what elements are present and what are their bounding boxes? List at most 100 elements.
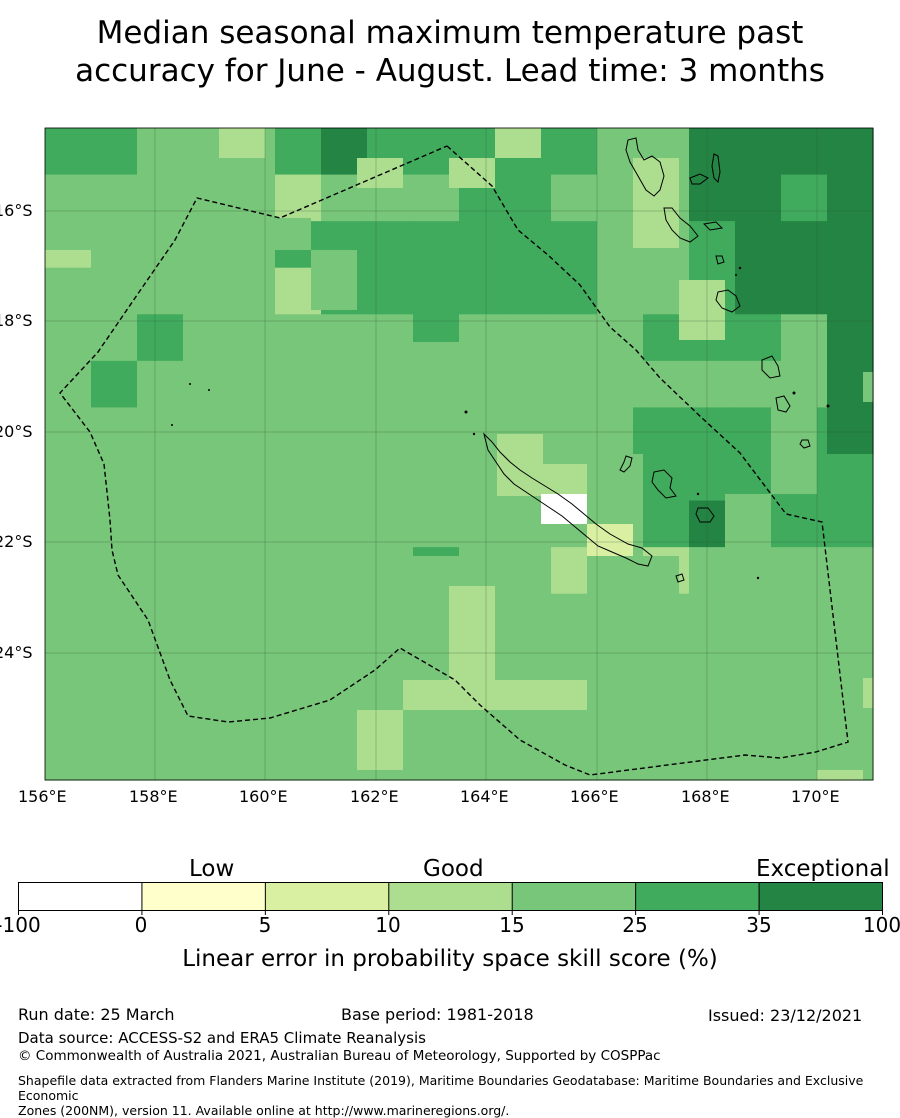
skill-cell: [551, 314, 598, 362]
skill-cell: [45, 128, 92, 176]
colorbar-tick-25: 25: [622, 913, 648, 937]
skill-cell: [229, 500, 276, 548]
islet: [826, 404, 830, 408]
title-line-2: accuracy for June - August. Lead time: 3…: [75, 53, 825, 89]
lon-tick-156e: 156°E: [18, 787, 67, 806]
lon-tick-166e: 166°E: [570, 787, 619, 806]
skill-cell: [781, 221, 828, 269]
skill-cell: [643, 407, 690, 455]
skill-cell: [45, 188, 127, 250]
title-line-1: Median seasonal maximum temperature past: [96, 15, 804, 51]
skill-cell: [781, 267, 828, 315]
skill-cell: [137, 128, 184, 176]
skill-cell: [505, 221, 552, 269]
skill-cell: [735, 128, 782, 176]
skill-cell: [633, 648, 725, 708]
skill-cell: [183, 454, 230, 502]
skill-cell: [413, 221, 460, 269]
skill-cell: [311, 250, 357, 310]
colorbar-segment: [759, 882, 883, 911]
lon-tick-170e: 170°E: [791, 787, 840, 806]
skill-cell: [357, 710, 403, 770]
skill-cell: [771, 402, 817, 494]
skill-cell: [735, 221, 782, 269]
run-date: Run date: 25 March: [18, 1005, 175, 1024]
colorbar-segment: [388, 882, 513, 911]
lat-tick-18s: 18°S: [0, 311, 33, 330]
lat-tick-22s: 22°S: [0, 532, 33, 551]
vanuatu-espiritu-santo: [625, 137, 665, 197]
colorbar-tick-m100: -100: [0, 913, 41, 937]
colorbar-tick-0: 0: [134, 913, 148, 937]
skill-cell: [827, 221, 874, 269]
skill-cell: [633, 158, 679, 248]
skill-cell: [679, 280, 725, 340]
islet: [189, 383, 191, 385]
islet: [738, 266, 742, 270]
skill-cell: [551, 221, 598, 269]
skill-cell: [321, 593, 368, 641]
skill-cell: [541, 372, 587, 434]
skill-map: [44, 127, 874, 781]
skill-cell: [643, 360, 690, 409]
lat-tick-24s: 24°S: [0, 643, 33, 662]
skill-cell: [505, 547, 552, 595]
skill-cell: [505, 174, 552, 222]
skill-cell: [781, 686, 828, 735]
islet: [208, 389, 210, 391]
skill-cell: [781, 360, 828, 409]
skill-cell: [735, 686, 782, 735]
skill-cell: [137, 174, 184, 222]
skill-cell: [781, 174, 828, 222]
skill-cell: [45, 314, 92, 362]
shapefile-credit-line-1: Shapefile data extracted from Flanders M…: [18, 1073, 864, 1103]
skill-cell: [735, 640, 782, 688]
skill-cell: [275, 314, 322, 362]
skill-cell: [643, 500, 690, 548]
skill-cell: [827, 454, 874, 502]
skill-cell: [229, 547, 276, 595]
skill-cell: [505, 267, 552, 315]
skill-cell: [863, 678, 873, 708]
skill-cell: [137, 500, 184, 548]
skill-cell: [689, 221, 736, 269]
skill-cell: [367, 221, 414, 269]
skill-cell: [275, 174, 322, 222]
colorbar-category-low: Low: [189, 856, 235, 882]
skill-cell: [45, 500, 92, 548]
skill-cell: [689, 174, 736, 222]
skill-cell: [367, 267, 414, 315]
skill-cell: [541, 464, 587, 496]
skill-cell: [91, 407, 138, 455]
skill-cell: [827, 174, 874, 222]
skill-cell: [91, 314, 138, 362]
skill-cell: [497, 434, 543, 496]
skill-cell: [275, 640, 322, 688]
skill-cell: [219, 128, 265, 158]
skill-cell: [459, 267, 506, 315]
colorbar-segment: [18, 882, 142, 911]
data-source: Data source: ACCESS-S2 and ERA5 Climate …: [18, 1029, 426, 1047]
skill-cell: [827, 500, 874, 548]
skill-cell: [45, 267, 92, 315]
skill-cell: [229, 407, 276, 455]
base-period: Base period: 1981-2018: [341, 1005, 534, 1024]
skill-cell: [735, 593, 782, 641]
islet: [696, 492, 700, 496]
skill-cell: [689, 360, 736, 409]
vanuatu-malakula: [663, 207, 699, 243]
skill-cell: [137, 407, 184, 455]
vanuatu-pentecost: [711, 153, 721, 184]
lon-tick-168e: 168°E: [681, 787, 730, 806]
colorbar-segment: [265, 882, 389, 911]
skill-cell: [597, 360, 644, 409]
colorbar-tick-100: 100: [862, 913, 900, 937]
skill-cell: [597, 267, 644, 315]
vanuatu-efate: [715, 289, 741, 313]
skill-cell: [781, 128, 828, 176]
skill-cell: [551, 267, 598, 315]
vanuatu-epi: [715, 255, 725, 265]
skill-cell: [137, 360, 184, 409]
skill-cell: [827, 267, 874, 315]
eez-boundary: [59, 145, 849, 776]
